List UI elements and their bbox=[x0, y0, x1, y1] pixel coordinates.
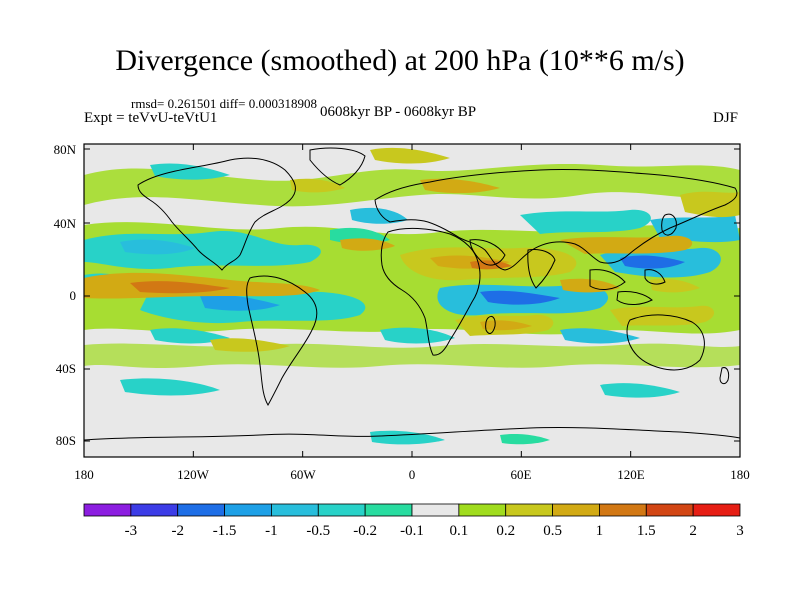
colorbar-swatch bbox=[271, 503, 319, 517]
x-tick-marks bbox=[83, 144, 741, 457]
x-tick-label: 0 bbox=[409, 467, 416, 482]
colorbar-label: -1.5 bbox=[213, 523, 237, 539]
season-label: DJF bbox=[712, 110, 738, 126]
y-tick-marks bbox=[84, 148, 740, 442]
colorbar-label: 3 bbox=[736, 523, 744, 539]
chart-title: Divergence (smoothed) at 200 hPa (10**6 … bbox=[115, 44, 685, 77]
coastlines bbox=[84, 147, 740, 441]
colorbar-swatch bbox=[177, 503, 225, 517]
colorbar-label: 1 bbox=[596, 523, 604, 539]
colorbar-swatch bbox=[645, 503, 694, 517]
colorbar-label: -1 bbox=[265, 523, 278, 539]
colorbar-label: 0.1 bbox=[449, 523, 468, 539]
colorbar-label: 0.5 bbox=[543, 523, 562, 539]
colorbar-swatch bbox=[505, 503, 553, 517]
x-tick-label: 60E bbox=[511, 467, 532, 482]
x-tick-label: 120W bbox=[177, 467, 210, 482]
y-tick-label: 80S bbox=[56, 433, 76, 448]
x-tick-label: 120E bbox=[617, 467, 645, 482]
colorbar-label: 1.5 bbox=[637, 523, 656, 539]
colorbar-label: 0.2 bbox=[496, 523, 515, 539]
colorbar-label: -0.1 bbox=[400, 523, 424, 539]
colorbar-swatch bbox=[364, 503, 413, 517]
colorbar-swatch bbox=[458, 503, 507, 517]
x-tick-label: 60W bbox=[290, 467, 316, 482]
stats-label: rmsd= 0.261501 diff= 0.000318908 bbox=[131, 96, 317, 111]
period-label: 0608kyr BP - 0608kyr BP bbox=[320, 104, 477, 120]
y-tick-label: 40S bbox=[56, 361, 76, 376]
colorbar-swatch bbox=[411, 503, 460, 517]
colorbar-swatch bbox=[692, 503, 741, 517]
colorbar-swatch bbox=[224, 503, 272, 517]
colorbar-swatch bbox=[599, 503, 647, 517]
colorbar-swatch bbox=[130, 503, 179, 517]
x-tick-label: 180 bbox=[74, 467, 94, 482]
y-tick-label: 40N bbox=[54, 216, 77, 231]
y-tick-label: 80N bbox=[54, 142, 77, 157]
colorbar-label: -3 bbox=[125, 523, 138, 539]
colorbar-swatch bbox=[552, 503, 600, 517]
experiment-label: Expt = teVvU-teVtU1 bbox=[84, 110, 218, 126]
colorbar-labels: -3 -2 -1.5 -1 -0.5 -0.2 -0.1 0.1 0.2 0.5 1 1.5 2 3 bbox=[125, 523, 744, 539]
colorbar-label: -0.5 bbox=[306, 523, 330, 539]
colorbar bbox=[83, 503, 741, 517]
colorbar-label: -0.2 bbox=[353, 523, 377, 539]
colorbar-label: -2 bbox=[171, 523, 184, 539]
colorbar-swatch bbox=[83, 503, 132, 517]
colorbar-swatch bbox=[317, 503, 366, 517]
colorbar-label: 2 bbox=[689, 523, 697, 539]
y-tick-label: 0 bbox=[70, 288, 77, 303]
x-tick-label: 180 bbox=[730, 467, 750, 482]
